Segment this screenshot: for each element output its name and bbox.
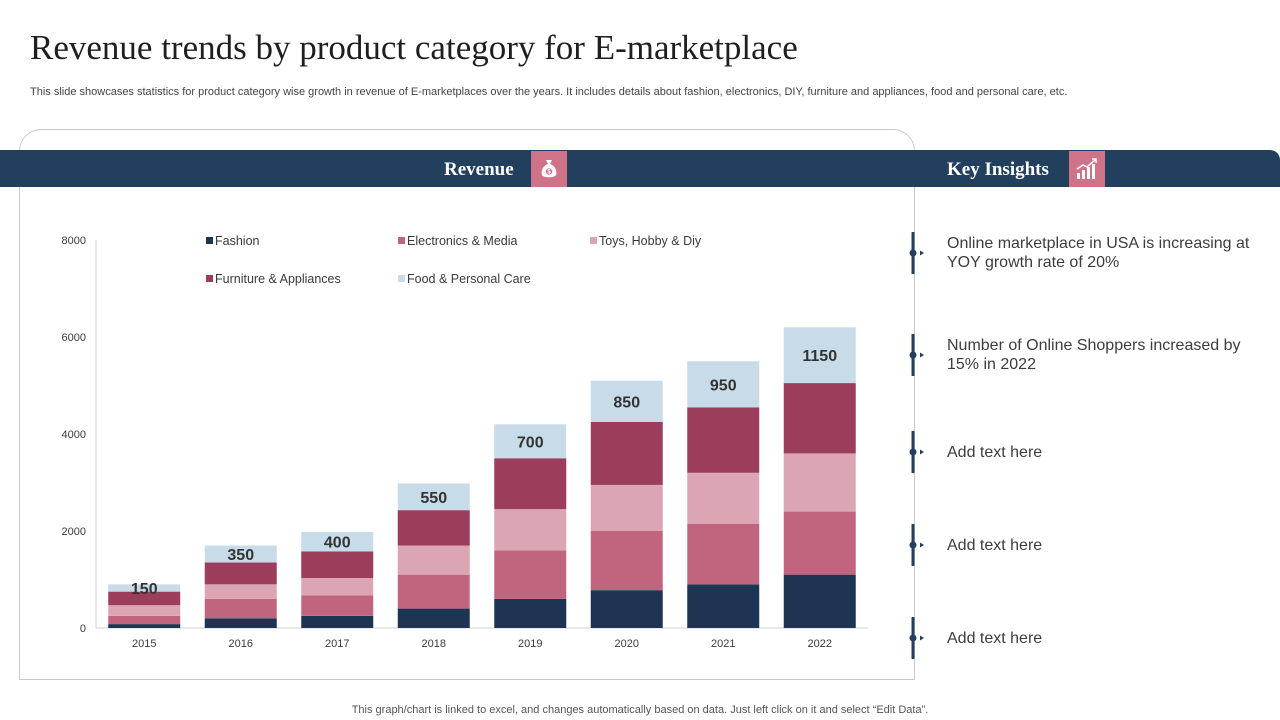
- bar-segment-fashion: [783, 574, 856, 628]
- bar-segment-furniture-appliances: [397, 510, 470, 546]
- legend-label: Toys, Hobby & Diy: [599, 234, 702, 248]
- header-band: [0, 150, 1280, 187]
- timeline-marker-icon: [909, 617, 924, 659]
- bar-segment-electronics-media: [301, 595, 374, 616]
- legend-swatch: [206, 275, 213, 282]
- x-tick-label: 2018: [422, 638, 446, 650]
- bar-segment-food-personal-care: [301, 531, 374, 552]
- bar-segment-fashion: [687, 584, 760, 628]
- data-label: 150: [131, 581, 158, 598]
- bar-segment-electronics-media: [108, 615, 181, 625]
- data-label: 850: [613, 394, 640, 411]
- bar-segment-furniture-appliances: [783, 383, 856, 454]
- bar-segment-toys-hobby-diy: [783, 453, 856, 512]
- bar-segment-food-personal-care: [783, 327, 856, 384]
- y-tick-label: 4000: [62, 429, 86, 441]
- bar-segment-fashion: [397, 608, 470, 628]
- bar-segment-electronics-media: [204, 598, 277, 619]
- data-label: 700: [517, 434, 544, 451]
- legend-label: Food & Personal Care: [407, 272, 531, 286]
- y-tick-label: 2000: [62, 526, 86, 538]
- legend-swatch: [398, 275, 405, 282]
- x-tick-label: 2016: [229, 638, 253, 650]
- data-label: 550: [420, 490, 447, 507]
- bar-segment-fashion: [204, 618, 277, 628]
- svg-text:$: $: [547, 170, 551, 176]
- insight-text: Add text here: [947, 630, 1043, 647]
- legend-swatch: [206, 237, 213, 244]
- bar-segment-electronics-media: [494, 550, 567, 599]
- insight-text: Add text here: [947, 537, 1043, 554]
- x-tick-label: 2021: [711, 638, 735, 650]
- bar-segment-food-personal-care: [590, 380, 663, 422]
- data-label: 400: [324, 535, 351, 552]
- bar-segment-food-personal-care: [494, 424, 567, 459]
- bar-segment-toys-hobby-diy: [204, 584, 277, 599]
- data-label: 350: [227, 547, 254, 564]
- bar-segment-toys-hobby-diy: [494, 509, 567, 551]
- y-tick-label: 0: [80, 623, 86, 635]
- x-tick-label: 2017: [325, 638, 349, 650]
- bar-segment-electronics-media: [590, 531, 663, 591]
- y-tick-label: 8000: [62, 235, 86, 247]
- timeline-marker-icon: [909, 232, 924, 274]
- footer-note: This graph/chart is linked to excel, and…: [351, 704, 929, 716]
- y-tick-label: 6000: [62, 332, 86, 344]
- insights-header: Key Insights: [947, 159, 1049, 180]
- insight-text: Online marketplace in USA is increasing …: [947, 235, 1250, 271]
- growth-chart-icon: [1069, 151, 1105, 187]
- bar-segment-electronics-media: [783, 511, 856, 575]
- bar-segment-furniture-appliances: [590, 421, 663, 485]
- bar-segment-food-personal-care: [108, 584, 181, 592]
- bar-segment-furniture-appliances: [204, 562, 277, 585]
- timeline-marker-icon: [909, 431, 924, 473]
- bar-segment-fashion: [590, 590, 663, 628]
- timeline-marker-icon: [909, 334, 924, 376]
- timeline-marker-icon: [909, 524, 924, 566]
- legend-label: Fashion: [215, 234, 260, 248]
- bar-segment-fashion: [301, 615, 374, 628]
- legend-swatch: [398, 237, 405, 244]
- legend-label: Electronics & Media: [407, 234, 518, 248]
- bar-segment-fashion: [108, 624, 181, 628]
- revenue-header: Revenue: [444, 159, 514, 180]
- bar-segment-toys-hobby-diy: [108, 605, 181, 616]
- page-subtitle: This slide showcases statistics for prod…: [30, 86, 1068, 98]
- x-tick-label: 2015: [132, 638, 156, 650]
- bar-segment-toys-hobby-diy: [301, 578, 374, 596]
- bar-segment-furniture-appliances: [301, 551, 374, 579]
- bar-segment-food-personal-care: [687, 361, 760, 408]
- legend-swatch: [590, 237, 597, 244]
- x-tick-label: 2022: [808, 638, 832, 650]
- bar-segment-electronics-media: [687, 523, 760, 585]
- bar-segment-food-personal-care: [397, 483, 470, 511]
- bar-segment-furniture-appliances: [687, 407, 760, 473]
- bar-segment-food-personal-care: [204, 545, 277, 563]
- legend-label: Furniture & Appliances: [215, 272, 341, 286]
- data-label: 950: [710, 377, 737, 394]
- data-label: 1150: [802, 348, 837, 365]
- x-tick-label: 2020: [615, 638, 639, 650]
- bar-segment-furniture-appliances: [494, 458, 567, 510]
- bar-segment-electronics-media: [397, 574, 470, 609]
- money-bag-icon: $: [531, 151, 567, 187]
- bar-segment-fashion: [494, 598, 567, 628]
- bar-segment-furniture-appliances: [108, 591, 181, 606]
- insight-text: Number of Online Shoppers increased by 1…: [947, 337, 1241, 373]
- insight-text: Add text here: [947, 444, 1043, 461]
- page-title: Revenue trends by product category for E…: [30, 28, 798, 67]
- x-tick-label: 2019: [518, 638, 542, 650]
- bar-segment-toys-hobby-diy: [397, 545, 470, 575]
- bar-segment-toys-hobby-diy: [687, 472, 760, 524]
- bar-segment-toys-hobby-diy: [590, 484, 663, 531]
